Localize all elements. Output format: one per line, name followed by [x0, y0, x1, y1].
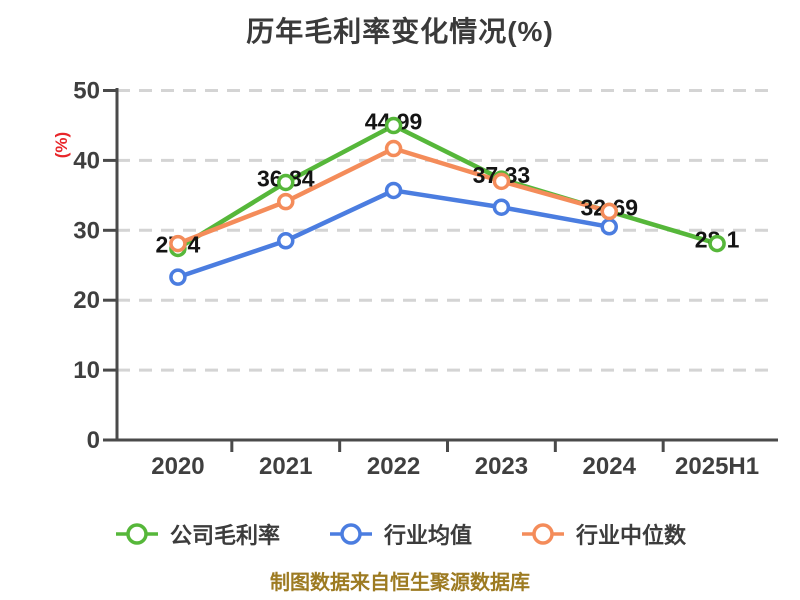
legend-label: 行业中位数	[576, 523, 687, 548]
data-point-marker-s1[interactable]	[384, 181, 403, 200]
data-point-marker-s0[interactable]	[277, 173, 295, 192]
data-point-marker-s1[interactable]	[169, 268, 187, 286]
y-tick-label: 30	[73, 217, 100, 244]
x-tick-label: 2025H1	[675, 453, 759, 480]
x-tick-label: 2024	[583, 453, 637, 480]
x-tick-label: 2021	[259, 453, 312, 480]
y-tick-label: 0	[87, 427, 100, 454]
series-line-0	[175, 123, 720, 251]
y-tick-label: 50	[73, 78, 100, 105]
line-circle-marker-icon	[115, 523, 158, 545]
legend-item-industry-average[interactable]: 行业均值	[328, 518, 472, 550]
x-tick-label: 2022	[367, 453, 420, 480]
y-tick-label: 40	[73, 147, 100, 174]
chart-title: 历年毛利率变化情况(%)	[246, 16, 554, 47]
data-point-marker-s1[interactable]	[277, 232, 295, 250]
legend-label: 公司毛利率	[169, 523, 280, 548]
series-markers	[169, 116, 726, 286]
legend-label: 行业均值	[383, 523, 472, 548]
y-tick-label: 20	[73, 287, 100, 314]
data-point-marker-s1[interactable]	[600, 218, 618, 236]
legend-item-company-gross-margin[interactable]: 公司毛利率	[114, 518, 280, 550]
line-circle-marker-icon	[522, 523, 564, 545]
data-point-marker-s1[interactable]	[492, 198, 511, 216]
x-tick-label: 2020	[151, 453, 204, 480]
series-line-1	[175, 188, 612, 280]
data-point-marker-s2[interactable]	[384, 139, 403, 158]
x-tick-label: 2023	[475, 453, 528, 480]
axes: 0 10 20 30 40 50 2020 2021 2022 2023 2024 2025H1	[73, 78, 778, 480]
point-value-labels: 27.436.8444.9937.3332.6928.1	[156, 109, 740, 258]
legend: 公司毛利率 行业均值 行业中位数	[0, 518, 800, 550]
data-point-marker-s2[interactable]	[277, 192, 295, 211]
data-source-note: 制图数据来自恒生聚源数据库	[270, 572, 530, 594]
data-point-marker-s2[interactable]	[600, 202, 618, 221]
y-tick-label: 10	[73, 357, 100, 384]
line-circle-marker-icon	[329, 523, 372, 545]
legend-item-industry-median[interactable]: 行业中位数	[520, 518, 686, 550]
data-point-marker-s0[interactable]	[384, 116, 403, 135]
data-point-marker-s2[interactable]	[492, 172, 511, 191]
data-point-marker-s2[interactable]	[169, 234, 187, 253]
data-point-marker-s0[interactable]	[708, 234, 726, 253]
